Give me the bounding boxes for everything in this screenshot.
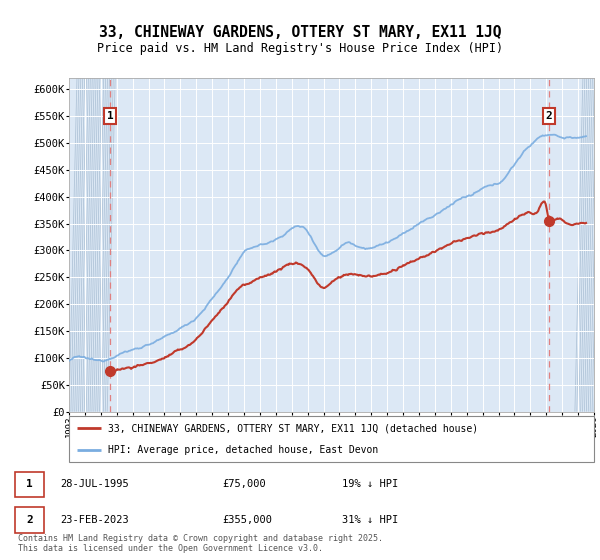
Text: £75,000: £75,000: [222, 479, 266, 489]
Text: HPI: Average price, detached house, East Devon: HPI: Average price, detached house, East…: [109, 445, 379, 455]
Text: Contains HM Land Registry data © Crown copyright and database right 2025.
This d: Contains HM Land Registry data © Crown c…: [18, 534, 383, 553]
Text: Price paid vs. HM Land Registry's House Price Index (HPI): Price paid vs. HM Land Registry's House …: [97, 42, 503, 55]
Text: 28-JUL-1995: 28-JUL-1995: [60, 479, 129, 489]
Text: £355,000: £355,000: [222, 515, 272, 525]
Text: 1: 1: [26, 479, 33, 489]
Text: 33, CHINEWAY GARDENS, OTTERY ST MARY, EX11 1JQ: 33, CHINEWAY GARDENS, OTTERY ST MARY, EX…: [99, 25, 501, 40]
Text: 1: 1: [107, 111, 113, 121]
Text: 23-FEB-2023: 23-FEB-2023: [60, 515, 129, 525]
Text: 31% ↓ HPI: 31% ↓ HPI: [342, 515, 398, 525]
Text: 2: 2: [545, 111, 552, 121]
Text: 33, CHINEWAY GARDENS, OTTERY ST MARY, EX11 1JQ (detached house): 33, CHINEWAY GARDENS, OTTERY ST MARY, EX…: [109, 423, 479, 433]
Text: 2: 2: [26, 515, 33, 525]
Text: 19% ↓ HPI: 19% ↓ HPI: [342, 479, 398, 489]
